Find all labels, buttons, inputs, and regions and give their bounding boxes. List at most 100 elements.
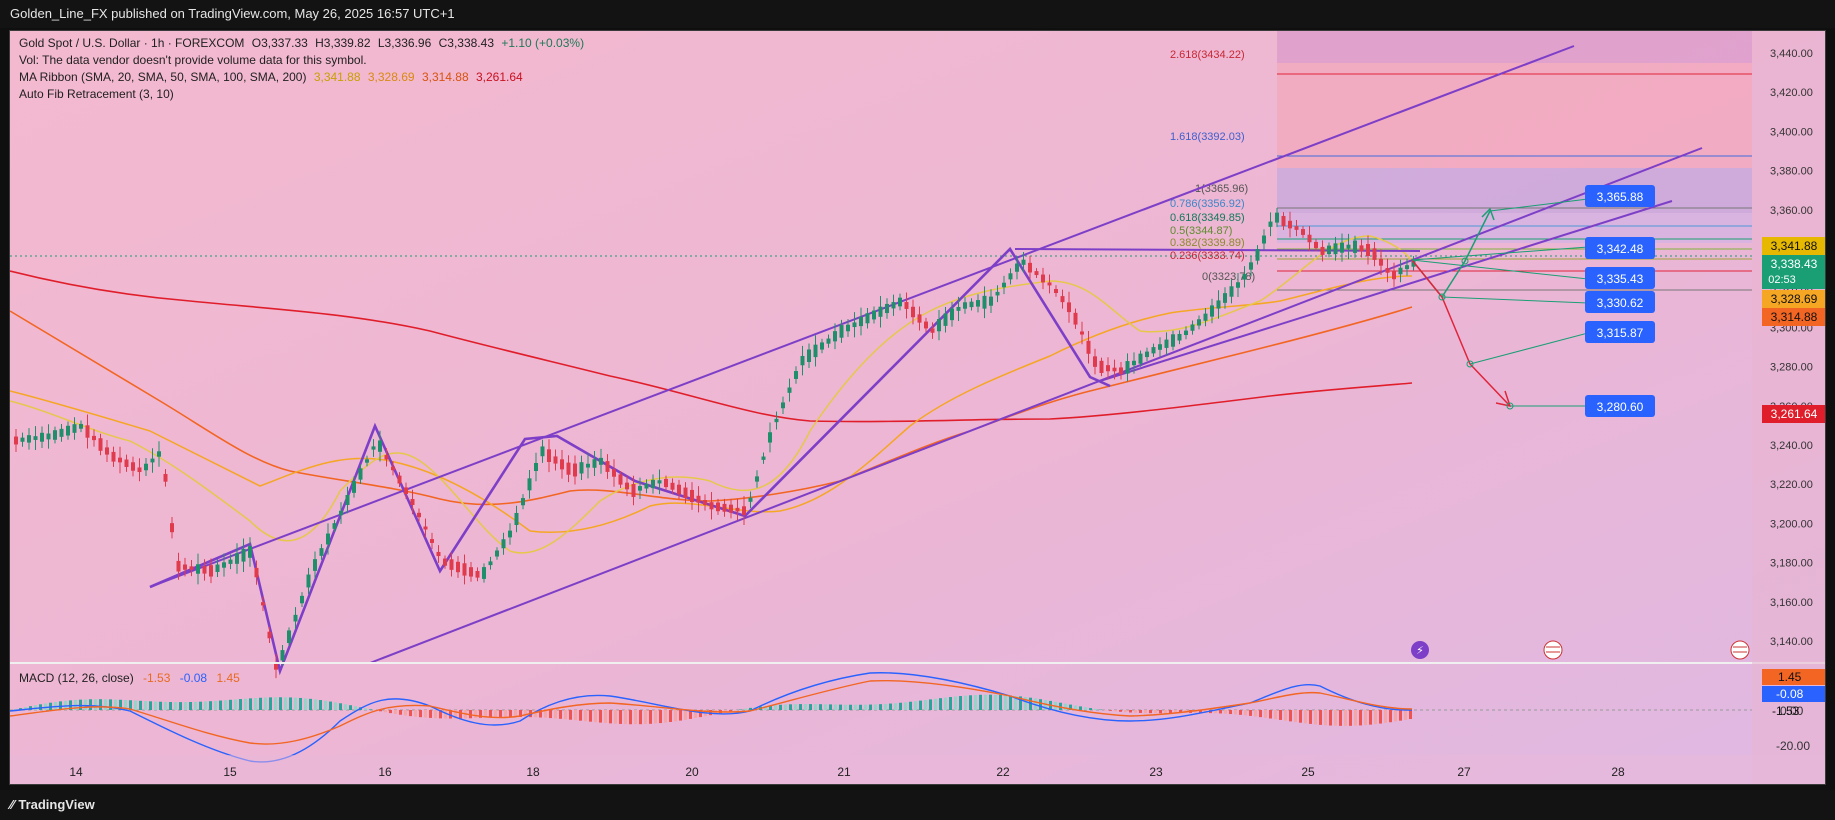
candle-body <box>1294 226 1299 230</box>
macd-bar <box>369 709 372 710</box>
macd-legend[interactable]: MACD (12, 26, close) -1.53 -0.08 1.45 <box>19 671 246 685</box>
macd-bar <box>1069 704 1072 710</box>
target-label-3[interactable]: 3,335.43 <box>1585 267 1655 289</box>
time-axis[interactable]: 14 15 16 18 20 21 22 23 25 27 28 <box>69 765 1625 779</box>
macd-bar <box>1324 710 1327 726</box>
candle-body <box>813 344 818 358</box>
candle-body <box>495 550 499 557</box>
fib-label-0382: 0.382(3339.89) <box>1170 237 1245 249</box>
time-tick-label: 15 <box>223 765 237 779</box>
target-label-2[interactable]: 3,342.48 <box>1585 237 1655 259</box>
macd-bar <box>554 710 557 719</box>
candle-body <box>261 602 265 606</box>
legend-ma-ribbon-row[interactable]: MA Ribbon (SMA, 20, SMA, 50, SMA, 100, S… <box>19 69 584 86</box>
macd-bar <box>459 710 462 719</box>
legend-volume-row[interactable]: Vol: The data vendor doesn't provide vol… <box>19 52 584 69</box>
candle-body <box>1197 319 1201 326</box>
candle-body <box>1047 282 1052 286</box>
candle-body <box>1346 244 1351 249</box>
macd-bar <box>604 710 607 724</box>
macd-bar <box>444 710 447 719</box>
target-label-1[interactable]: 3,365.88 <box>1585 185 1655 207</box>
candle-body <box>157 451 161 457</box>
macd-bar <box>479 710 482 718</box>
macd-bar <box>1039 699 1042 710</box>
fib-label-0: 0(3323.78) <box>1202 271 1255 283</box>
macd-bar <box>634 710 637 725</box>
candle-body <box>872 310 876 320</box>
macd-bar <box>909 701 912 710</box>
macd-bar <box>614 710 617 724</box>
candle-body <box>1359 245 1364 252</box>
us-flag-icon[interactable] <box>1543 640 1563 660</box>
candle-body <box>1060 296 1065 303</box>
bull-arrow-head <box>1481 207 1495 221</box>
macd-bar <box>689 710 692 719</box>
candle-body <box>79 423 83 429</box>
macd-label: MACD (12, 26, close) <box>19 671 134 685</box>
macd-bar <box>1249 710 1252 716</box>
macd-bar <box>579 710 582 721</box>
price-tick-label: 3,360.00 <box>1770 205 1813 217</box>
time-tick-label: 23 <box>1149 765 1163 779</box>
chart-area[interactable]: 2.618(3434.22) 1.618(3392.03) 1(3365.96)… <box>9 30 1826 785</box>
lightning-icon[interactable]: ⚡ <box>1411 641 1429 659</box>
macd-bar <box>249 698 252 710</box>
candle-body <box>839 325 844 338</box>
legend-fib-row[interactable]: Auto Fib Retracement (3, 10) <box>19 86 584 103</box>
price-chart[interactable]: 2.618(3434.22) 1.618(3392.03) 1(3365.96)… <box>10 31 1826 785</box>
candle-body <box>579 462 584 474</box>
macd-bar <box>1144 710 1147 714</box>
macd-bar <box>859 704 862 710</box>
macd-bar <box>1084 707 1087 710</box>
macd-bar <box>44 703 47 710</box>
candle-body <box>644 483 649 489</box>
macd-bar <box>1384 710 1387 723</box>
macd-bar <box>524 710 527 718</box>
candle-body <box>755 476 759 482</box>
macd-bar <box>354 706 357 710</box>
macd-bar <box>1149 710 1152 714</box>
candle-body <box>1177 333 1182 341</box>
macd-bar <box>104 699 107 710</box>
macd-bar <box>794 704 797 710</box>
target-label-5[interactable]: 3,315.87 <box>1585 321 1655 343</box>
candle-body <box>982 295 987 309</box>
candle-body <box>111 451 116 462</box>
macd-bar <box>109 699 112 710</box>
tradingview-logo[interactable]: ⁄⁄ TradingView <box>10 790 95 820</box>
candle-body <box>1268 221 1273 227</box>
candle-body <box>1080 331 1084 335</box>
us-flag-icon[interactable] <box>1730 640 1750 660</box>
macd-bar <box>644 710 647 725</box>
candle-body <box>904 302 909 309</box>
candle-body <box>1184 330 1188 336</box>
candle-body <box>209 565 213 577</box>
price-tick-label: 3,380.00 <box>1770 166 1813 178</box>
macd-bar <box>1024 697 1027 710</box>
candle-body <box>1106 365 1110 372</box>
candle-body <box>618 474 623 485</box>
candle-body <box>20 437 25 442</box>
tag-current-price: 3,338.43 02:53 <box>1762 255 1825 289</box>
target-label-6[interactable]: 3,280.60 <box>1585 395 1655 417</box>
macd-bar <box>789 704 792 710</box>
tag-sma100: 3,314.88 <box>1762 308 1825 326</box>
macd-bar <box>1104 710 1107 711</box>
macd-bar <box>84 699 87 710</box>
legend-ohlc-row[interactable]: Gold Spot / U.S. Dollar · 1h · FOREXCOM … <box>19 35 584 52</box>
symbol-name: Gold Spot / U.S. Dollar · 1h · FOREXCOM <box>19 36 245 50</box>
fib-label-0786: 0.786(3356.92) <box>1170 198 1245 210</box>
macd-bar <box>744 708 747 710</box>
ma20-value: 3,341.88 <box>313 70 361 84</box>
macd-bar <box>629 710 632 725</box>
macd-bar <box>574 710 577 721</box>
close-value: C3,338.43 <box>438 36 494 50</box>
candle-body <box>436 551 441 557</box>
target-label-4[interactable]: 3,330.62 <box>1585 291 1655 313</box>
tag-sma20: 3,341.88 <box>1762 237 1825 255</box>
tradingview-logo-text: TradingView <box>18 797 95 812</box>
candle-body <box>183 564 187 570</box>
candle-body <box>488 561 493 566</box>
macd-bar <box>114 699 117 710</box>
